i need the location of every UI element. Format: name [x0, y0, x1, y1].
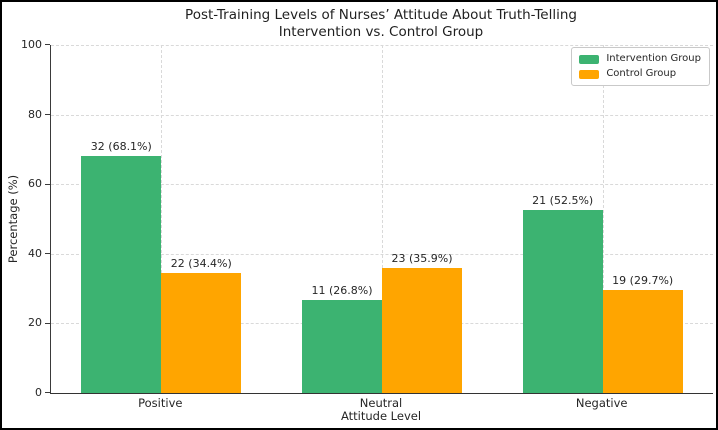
- chart-title: Post-Training Levels of Nurses’ Attitude…: [50, 7, 712, 41]
- legend-label: Intervention Group: [606, 53, 701, 64]
- bar-value-label: 19 (29.7%): [612, 273, 674, 287]
- x-tick-label: Neutral: [359, 396, 403, 410]
- y-tick-label: 40: [28, 246, 42, 260]
- legend-item: Intervention Group: [579, 54, 701, 64]
- chart-title-line-1: Post-Training Levels of Nurses’ Attitude…: [185, 7, 577, 23]
- y-tick-label: 80: [28, 107, 42, 121]
- y-tick-mark: [45, 183, 50, 185]
- legend-swatch-icon: [579, 54, 600, 64]
- legend: Intervention Group Control Group: [571, 47, 710, 86]
- y-tick-label: 60: [28, 177, 42, 191]
- y-tick-mark: [45, 113, 50, 115]
- bar-control-group: [602, 289, 683, 393]
- bar-intervention-group: [522, 210, 603, 393]
- plot-area: 32 (68.1%) 22 (34.4%) 11 (26.8%) 23 (35.9%)…: [50, 45, 713, 394]
- y-tick-mark: [45, 322, 50, 324]
- y-tick-mark: [45, 253, 50, 255]
- y-tick-label: 0: [35, 386, 42, 399]
- legend-label: Control Group: [606, 68, 677, 79]
- bar-intervention-group: [81, 156, 162, 393]
- bar-control-group: [382, 268, 462, 393]
- v-gridline: [161, 45, 163, 393]
- bar-control-group: [161, 273, 242, 393]
- y-tick-mark: [45, 44, 50, 46]
- y-tick-mark: [45, 392, 50, 394]
- bar-value-label: 23 (35.9%): [391, 252, 453, 266]
- v-gridline: [602, 45, 604, 393]
- legend-swatch-icon: [579, 69, 600, 79]
- legend-item: Control Group: [579, 69, 701, 79]
- bar-value-label: 32 (68.1%): [90, 140, 152, 153]
- bar-value-label: 11 (26.8%): [311, 283, 373, 297]
- v-gridline: [382, 45, 383, 393]
- x-tick-label: Positive: [138, 396, 183, 410]
- x-axis-title: Attitude Level: [340, 409, 422, 423]
- x-tick-label: Negative: [575, 396, 628, 410]
- chart-title-line-2: Intervention vs. Control Group: [278, 24, 484, 40]
- bar-value-label: 21 (52.5%): [532, 194, 594, 208]
- y-tick-label: 20: [28, 316, 42, 330]
- bar-value-label: 22 (34.4%): [170, 257, 232, 271]
- bar-intervention-group: [302, 299, 382, 393]
- y-tick-label: 100: [21, 38, 42, 51]
